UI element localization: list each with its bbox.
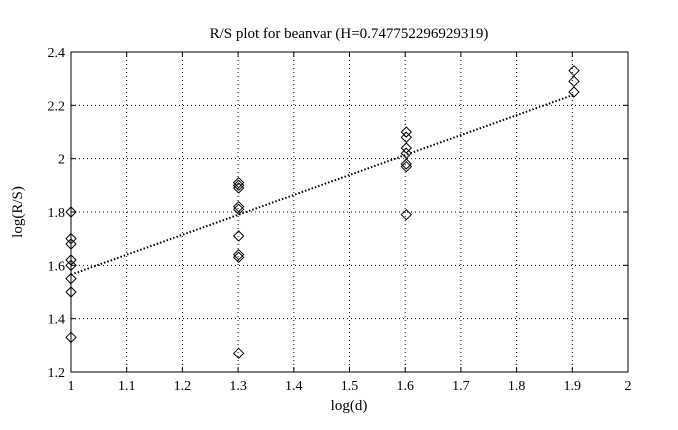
data-point-diamond [232,176,245,189]
x-tick-label: 1 [68,379,75,394]
data-point-diamond [232,182,245,194]
data-point-diamond [232,200,245,213]
data-point-diamond [232,248,245,261]
data-point-diamond [568,75,580,88]
y-tick-label: 1.2 [48,366,66,381]
x-tick-label: 1.9 [564,379,582,394]
y-tick-label: 2.2 [48,99,66,114]
data-point-diamond [65,331,77,344]
data-points [65,64,580,360]
data-point-diamond [568,64,580,77]
y-tick-label: 1.6 [48,259,66,274]
data-point-diamond [65,286,77,298]
x-tick-label: 1.5 [341,379,359,394]
data-point-diamond [65,232,77,245]
data-point-diamond [400,160,413,173]
x-tick-label: 2 [625,379,632,394]
y-tick-label: 1.4 [48,313,66,328]
grid-lines [71,52,628,372]
x-axis-label: log(d) [331,398,368,414]
y-tick-label: 1.8 [48,206,66,221]
data-point-diamond [65,238,77,250]
data-point-diamond [232,347,245,360]
data-point-diamond [232,230,245,242]
x-tick-label: 1.7 [452,379,470,394]
x-tick-label: 1.6 [396,379,414,394]
data-point-diamond [232,251,245,264]
data-point-diamond [232,179,245,192]
data-point-diamond [65,206,77,218]
data-point-diamond [65,272,77,285]
y-tick-label: 2 [58,153,65,168]
x-tick-label: 1.4 [285,379,303,394]
axis-ticks: 1 1.1 1.2 1.3 1.4 1.5 1.6 1.7 1.8 1.9 2 1.2 1.4 1.6 1.… [48,46,632,394]
y-axis-label: log(R/S) [10,186,26,238]
x-tick-label: 1.1 [118,379,136,394]
x-tick-label: 1.3 [229,379,247,394]
fit-line-group [70,93,575,276]
x-tick-label: 1.8 [508,379,526,394]
data-point-diamond [65,254,77,266]
x-tick-label: 1.2 [174,379,192,394]
data-point-diamond [65,259,77,272]
data-point-diamond [400,208,413,221]
data-point-diamond [232,203,245,216]
data-point-diamond [400,126,413,138]
chart-title: R/S plot for beanvar (H=0.74775229692931… [210,26,489,42]
data-point-diamond [568,86,580,98]
data-point-diamond [400,142,413,154]
fit-line [70,93,575,276]
data-point-diamond [400,158,413,170]
y-tick-label: 2.4 [48,46,66,61]
